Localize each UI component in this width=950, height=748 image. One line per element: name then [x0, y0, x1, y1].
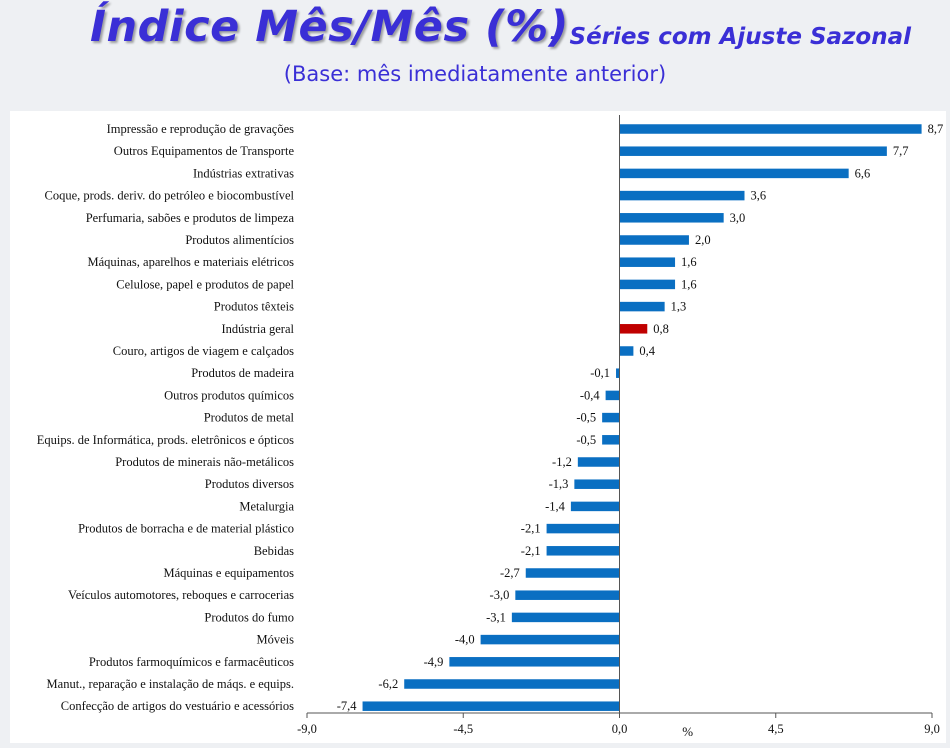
data-label: 7,7 [893, 144, 909, 158]
category-label: Produtos do fumo [204, 610, 294, 624]
data-label: -0,5 [576, 411, 596, 425]
data-label: -0,1 [590, 366, 610, 380]
bar [602, 412, 620, 423]
x-tick-label: -4,5 [453, 722, 473, 736]
data-label: 6,6 [855, 166, 871, 180]
bar [515, 590, 620, 600]
category-label: Outros Equipamentos de Transporte [114, 144, 295, 158]
bar [616, 368, 620, 378]
bar [619, 235, 689, 245]
bar [511, 612, 620, 623]
bar [619, 301, 665, 312]
bar [525, 568, 620, 578]
data-label: -7,4 [337, 699, 358, 713]
data-label: -1,3 [549, 477, 569, 491]
category-label: Produtos de madeira [191, 366, 294, 380]
bar [619, 146, 887, 156]
bar [362, 701, 620, 711]
bar [602, 435, 620, 445]
data-label: 3,0 [730, 211, 746, 225]
category-label: Couro, artigos de viagem e calçados [113, 344, 294, 358]
category-label: Coque, prods. deriv. do petróleo e bioco… [45, 189, 295, 203]
category-label: Confecção de artigos do vestuário e aces… [61, 699, 294, 713]
category-label: Produtos de borracha e de material plást… [78, 522, 294, 536]
data-label: 0,8 [653, 322, 669, 336]
category-label: Produtos diversos [205, 477, 294, 491]
bar [619, 168, 849, 179]
category-label: Outros produtos químicos [164, 388, 294, 402]
data-label: -4,9 [424, 655, 444, 669]
category-label: Equips. de Informática, prods. eletrônic… [37, 433, 294, 447]
bar [605, 390, 620, 401]
base-note: (Base: mês imediatamente anterior) [283, 62, 667, 86]
data-label: -3,0 [490, 588, 510, 602]
category-label: Produtos alimentícios [185, 233, 294, 247]
bar [619, 346, 634, 356]
chart-area: Impressão e reprodução de gravações 8,7 Ou… [10, 111, 946, 743]
bar [619, 324, 648, 334]
category-label: Produtos de minerais não-metálicos [115, 455, 294, 469]
x-tick-label: -9,0 [297, 722, 317, 736]
data-label: -1,2 [552, 455, 572, 469]
category-label: Produtos têxteis [214, 300, 294, 314]
bar [404, 679, 620, 689]
category-label: Veículos automotores, reboques e carroce… [68, 588, 294, 602]
bar [546, 523, 620, 534]
data-label: -4,0 [455, 633, 475, 647]
data-label: -0,4 [580, 388, 601, 402]
page-title: Índice Mês/Mês (%) [90, 2, 569, 52]
data-label: 8,7 [928, 122, 944, 136]
bar [577, 457, 620, 467]
bar [546, 546, 620, 556]
data-label: -2,1 [521, 522, 541, 536]
bar [619, 213, 724, 223]
category-label: Produtos farmoquímicos e farmacêuticos [89, 655, 294, 669]
bar [449, 657, 620, 667]
data-label: -2,1 [521, 544, 541, 558]
category-label: Máquinas, aparelhos e materiais elétrico… [87, 255, 294, 269]
category-label: Celulose, papel e produtos de papel [116, 277, 294, 291]
x-tick-label: 0,0 [612, 722, 628, 736]
bar [619, 190, 745, 201]
category-label: Indústria geral [221, 322, 294, 336]
data-label: 1,6 [681, 277, 697, 291]
bar [619, 124, 922, 134]
category-label: Impressão e reprodução de gravações [107, 122, 295, 136]
data-label: -1,4 [545, 499, 566, 513]
data-label: 1,6 [681, 255, 697, 269]
data-label: -3,1 [486, 610, 506, 624]
category-label: Metalurgia [239, 499, 294, 513]
bar [619, 279, 676, 290]
category-label: Móveis [257, 633, 295, 647]
bar [480, 634, 620, 645]
header: Índice Mês/Mês (%) – Séries com Ajuste S… [0, 0, 950, 110]
category-label: Perfumaria, sabões e produtos de limpeza [86, 211, 295, 225]
category-label: Bebidas [254, 544, 294, 558]
data-label: 3,6 [751, 189, 767, 203]
x-tick-label: 9,0 [924, 722, 940, 736]
bar [570, 501, 620, 512]
data-label: -0,5 [576, 433, 596, 447]
bar-chart: Impressão e reprodução de gravações 8,7 Ou… [37, 115, 944, 739]
data-label: 0,4 [639, 344, 655, 358]
category-label: Máquinas e equipamentos [163, 566, 294, 580]
x-unit-label: % [682, 724, 693, 739]
data-label: -2,7 [500, 566, 520, 580]
category-label: Produtos de metal [204, 411, 295, 425]
bar [574, 479, 620, 489]
bar [619, 257, 676, 267]
x-tick-label: 4,5 [768, 722, 784, 736]
data-label: 2,0 [695, 233, 711, 247]
category-label: Manut., reparação e instalação de máqs. … [47, 677, 294, 691]
data-label: -6,2 [378, 677, 398, 691]
category-label: Indústrias extrativas [193, 166, 294, 180]
data-label: 1,3 [671, 300, 687, 314]
page-subtitle: – Séries com Ajuste Sazonal [550, 24, 912, 50]
